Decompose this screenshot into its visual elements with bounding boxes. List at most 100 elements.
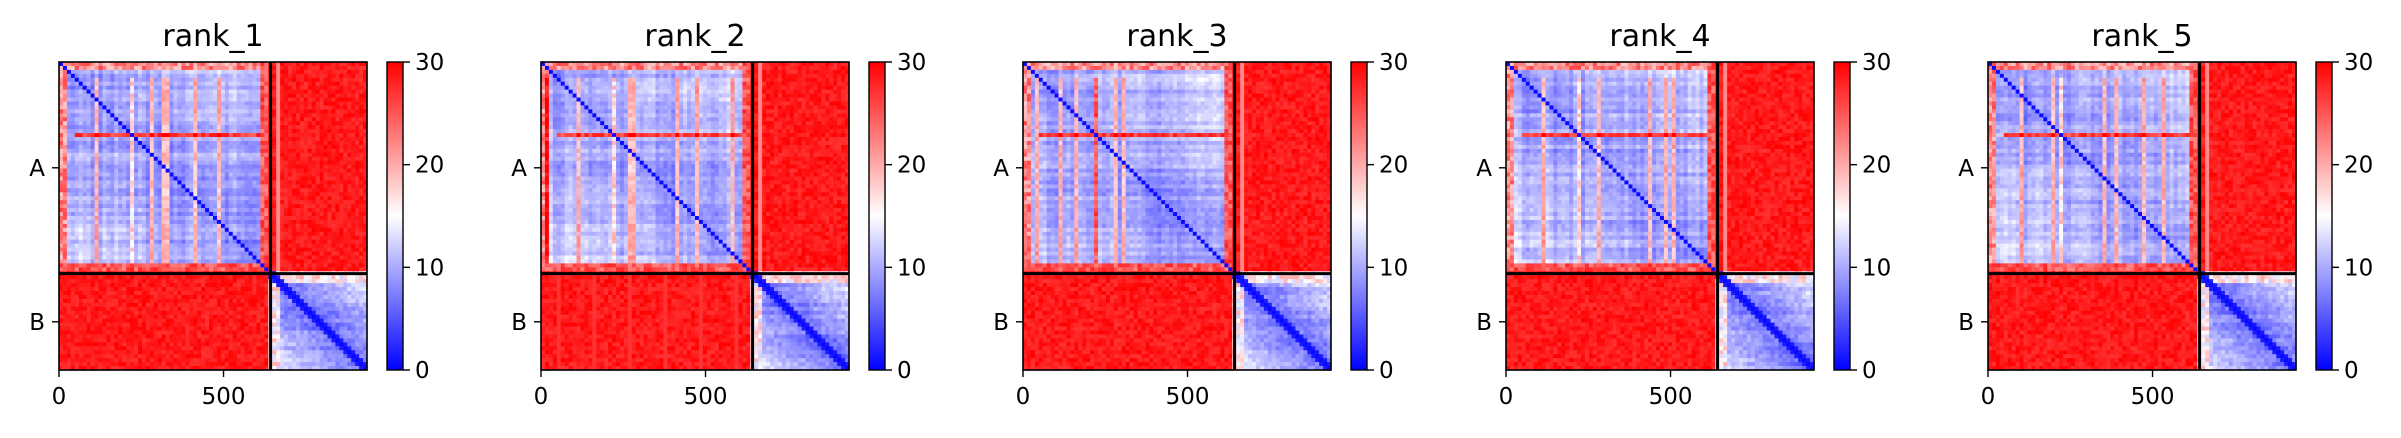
heatmap-cell <box>220 235 226 241</box>
heatmap-cell <box>169 113 175 118</box>
heatmap-cell <box>153 117 159 122</box>
heatmap-cell <box>189 176 194 182</box>
heatmap-cell <box>311 117 317 122</box>
heatmap-cell <box>157 85 163 91</box>
heatmap-cell <box>177 93 183 99</box>
heatmap-cell <box>244 192 250 197</box>
heatmap-cell <box>165 125 171 130</box>
heatmap-cell <box>347 168 352 174</box>
heatmap-cell <box>201 77 206 83</box>
heatmap-cell <box>177 235 183 241</box>
heatmap-cell <box>236 294 242 300</box>
heatmap-cell <box>244 121 250 126</box>
heatmap-cell <box>173 137 179 142</box>
heatmap-cell <box>118 196 123 201</box>
heatmap-cell <box>351 89 356 95</box>
heatmap-cell <box>106 121 111 126</box>
heatmap-cell <box>363 283 368 288</box>
heatmap-cell <box>311 140 317 146</box>
heatmap-cell <box>94 200 100 205</box>
heatmap-cell <box>59 239 64 245</box>
heatmap-cell <box>153 216 159 221</box>
heatmap-cell <box>141 133 147 138</box>
heatmap-cell <box>315 172 321 178</box>
heatmap-cell <box>272 125 277 130</box>
heatmap-cell <box>62 180 68 186</box>
heatmap-cell <box>134 192 139 197</box>
heatmap-cell <box>122 105 127 110</box>
heatmap-cell <box>94 306 100 312</box>
heatmap-cell <box>110 93 115 99</box>
heatmap-cell <box>339 172 344 178</box>
heatmap-cell <box>288 306 293 312</box>
heatmap-cell <box>351 160 356 166</box>
heatmap-cell <box>319 294 325 300</box>
heatmap-cell <box>94 176 100 182</box>
heatmap-cell <box>66 204 72 209</box>
heatmap-cell <box>209 212 214 217</box>
heatmap-cell <box>185 287 190 292</box>
heatmap-cell <box>141 287 147 292</box>
heatmap-cell <box>299 81 305 87</box>
heatmap-cell <box>331 306 337 312</box>
heatmap-cell <box>177 137 183 142</box>
heatmap-cell <box>153 310 159 316</box>
heatmap-cell <box>94 310 100 316</box>
heatmap-cell <box>126 105 131 110</box>
heatmap-cell <box>276 176 281 182</box>
heatmap-cell <box>232 113 238 118</box>
heatmap-cell <box>157 200 163 205</box>
heatmap-cell <box>102 172 107 178</box>
heatmap-cell <box>288 212 293 217</box>
heatmap-cell <box>122 219 127 225</box>
heatmap-cell <box>149 65 155 71</box>
heatmap-cell <box>98 287 104 292</box>
heatmap-cell <box>169 160 175 166</box>
heatmap-cell <box>173 267 179 272</box>
heatmap-cell <box>280 168 285 174</box>
heatmap-cell <box>149 291 155 296</box>
heatmap-cell <box>134 255 139 261</box>
heatmap-cell <box>122 196 127 201</box>
heatmap-cell <box>177 172 183 178</box>
heatmap-cell <box>66 77 72 83</box>
heatmap-cell <box>252 105 258 110</box>
heatmap-cell <box>260 212 265 217</box>
heatmap-cell <box>359 160 364 166</box>
heatmap-cell <box>122 81 127 87</box>
heatmap-cell <box>284 77 289 83</box>
heatmap-cell <box>145 192 151 197</box>
heatmap-cell <box>224 69 230 75</box>
heatmap-cell <box>291 156 297 162</box>
heatmap-cell <box>141 223 147 229</box>
heatmap-cell <box>189 243 194 249</box>
heatmap-cell <box>118 243 123 249</box>
heatmap-cell <box>205 298 210 304</box>
heatmap-cell <box>177 279 183 284</box>
heatmap-cell <box>209 247 214 253</box>
heatmap-cell <box>359 156 364 162</box>
heatmap-cell <box>70 291 76 296</box>
heatmap-cell <box>319 235 325 241</box>
heatmap-cell <box>157 298 163 304</box>
heatmap-cell <box>319 85 325 91</box>
heatmap-cell <box>189 97 194 103</box>
heatmap-cell <box>173 97 179 103</box>
heatmap-cell <box>74 223 80 229</box>
heatmap-cell <box>177 302 183 308</box>
heatmap-cell <box>244 105 250 110</box>
heatmap-cell <box>78 164 84 170</box>
heatmap-cell <box>295 223 301 229</box>
heatmap-cell <box>260 287 265 292</box>
heatmap-cell <box>185 65 190 71</box>
heatmap-cell <box>102 275 107 280</box>
heatmap-cell <box>161 243 167 249</box>
heatmap-cell <box>177 180 183 186</box>
heatmap-cell <box>114 243 119 249</box>
heatmap-cell <box>181 176 186 182</box>
heatmap-cell <box>347 164 352 170</box>
heatmap-cell <box>355 105 360 110</box>
heatmap-cell <box>177 275 183 280</box>
heatmap-cell <box>220 113 226 118</box>
heatmap-cell <box>240 251 246 257</box>
